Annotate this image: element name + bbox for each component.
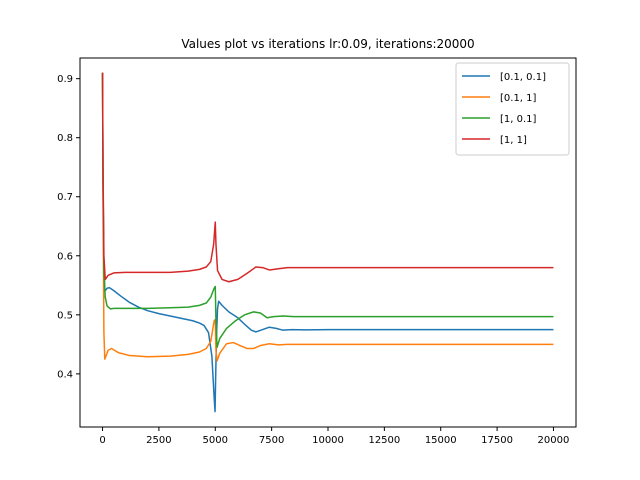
series-line-1 (101, 72, 554, 413)
legend: [0.1, 0.1] [0.1, 1] [1, 0.1] [1, 1] (455, 62, 570, 156)
series-line-3 (101, 72, 554, 349)
series-layer (101, 72, 554, 413)
chart-title: Values plot vs iterations lr:0.09, itera… (181, 37, 474, 51)
y-tick-label: 0.4 (57, 369, 73, 380)
y-tick-label: 0.5 (57, 310, 73, 321)
series-line-2 (101, 72, 554, 362)
series-line-4 (101, 72, 554, 283)
x-tick-label: 2500 (146, 435, 171, 446)
x-tick-label: 7500 (259, 435, 284, 446)
legend-label: [0.1, 1] (500, 93, 537, 104)
legend-label: [1, 1] (500, 135, 527, 146)
x-tick-label: 10000 (312, 435, 344, 446)
x-tick-label: 0 (99, 435, 105, 446)
x-tick-label: 17500 (481, 435, 513, 446)
y-tick-label: 0.6 (57, 251, 73, 262)
legend-label: [1, 0.1] (500, 114, 537, 125)
x-tick-label: 20000 (538, 435, 570, 446)
x-tick-label: 12500 (368, 435, 400, 446)
x-axis: 0 2500 5000 7500 10000 12500 15000 17500 20000 (99, 427, 569, 446)
legend-label: [0.1, 0.1] (500, 72, 546, 83)
x-tick-label: 5000 (203, 435, 228, 446)
legend-box (455, 62, 570, 156)
y-axis: 0.4 0.5 0.6 0.7 0.8 0.9 (57, 74, 80, 380)
y-tick-label: 0.9 (57, 74, 73, 85)
x-tick-label: 15000 (425, 435, 457, 446)
y-tick-label: 0.8 (57, 133, 73, 144)
y-tick-label: 0.7 (57, 192, 73, 203)
